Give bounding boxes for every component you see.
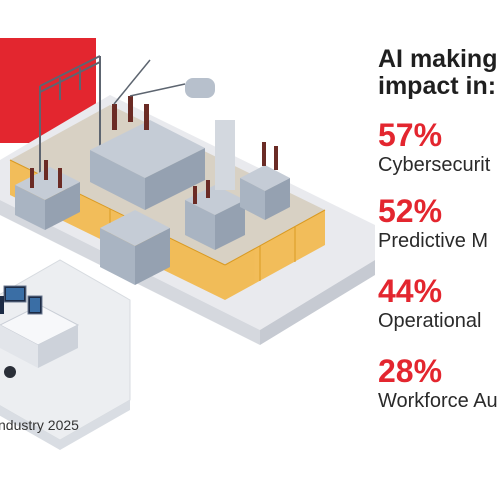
headline: AI making impact in:: [378, 46, 500, 100]
transformer-equipment: [15, 78, 290, 285]
stat-label: Cybersecurit: [378, 154, 491, 176]
control-room-platform: [0, 259, 131, 450]
headline-line1: AI making: [378, 45, 498, 73]
insulator-bushings: [30, 96, 278, 204]
stat-percent: 28%: [378, 353, 443, 389]
stat-item: 44% Operational: [378, 274, 500, 332]
stat-item: 57% Cybersecurit: [378, 118, 500, 176]
stat-label: Predictive M: [378, 230, 489, 252]
source-footnote: ndustry 2025: [0, 417, 79, 433]
gantry-structure: [39, 55, 101, 175]
stat-label: Operational: [378, 310, 482, 332]
stat-percent: 52%: [378, 193, 443, 229]
stat-percent: 57%: [378, 117, 443, 153]
stat-label: Workforce Au: [378, 390, 498, 412]
headline-line2: impact in:: [378, 72, 497, 100]
stat-item: 52% Predictive M: [378, 194, 500, 252]
stat-percent: 44%: [378, 273, 443, 309]
stat-item: 28% Workforce Au: [378, 354, 500, 412]
